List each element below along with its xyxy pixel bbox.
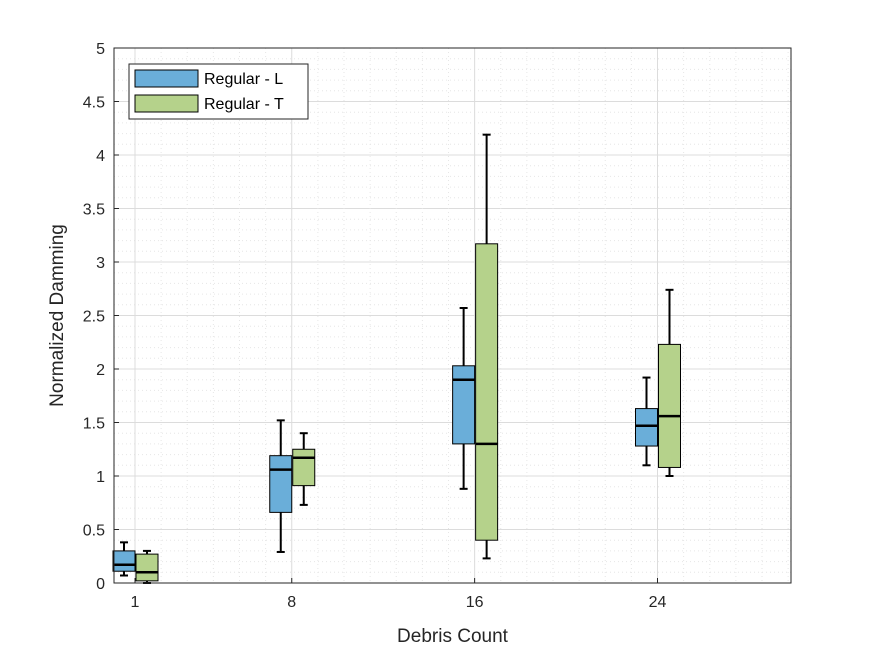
box-body	[658, 343, 681, 468]
y-tick-label: 2	[96, 362, 105, 379]
legend-swatch-regular-t	[134, 94, 199, 113]
box-body	[475, 243, 499, 541]
box-body	[292, 448, 316, 487]
x-tick-label: 8	[287, 594, 296, 611]
box-regular-l-24	[635, 376, 658, 467]
box-body	[135, 553, 159, 582]
box-regular-t-1	[135, 549, 159, 584]
y-axis-ticks: 0 0.5 1 1.5 2 2.5 3 3.5 4 4.5 5	[83, 41, 119, 593]
y-tick-label: 4	[96, 148, 105, 165]
box-body	[269, 455, 293, 513]
y-tick-label: 1	[96, 469, 105, 486]
box-regular-t-8	[292, 432, 316, 506]
legend-label-regular-l: Regular - L	[204, 71, 283, 88]
legend-label-regular-t: Regular - T	[204, 96, 284, 113]
plot-area-frame	[113, 47, 792, 584]
box-body	[452, 365, 476, 445]
box-regular-t-24	[658, 288, 681, 477]
box-regular-l-1	[112, 541, 136, 577]
x-axis-title: Debris Count	[397, 626, 509, 647]
y-tick-label: 0.5	[83, 523, 105, 540]
x-tick-label: 24	[649, 594, 667, 611]
y-tick-label: 3.5	[83, 202, 105, 219]
box-body	[635, 408, 658, 447]
box-body	[112, 550, 136, 572]
grid	[114, 47, 791, 584]
x-tick-label: 1	[131, 594, 140, 611]
x-axis-ticks: 1 8 16 24	[131, 578, 667, 611]
box-regular-l-16	[452, 307, 476, 490]
x-tick-label: 16	[466, 594, 484, 611]
y-axis-title: Normalized Damming	[47, 224, 68, 407]
y-tick-label: 4.5	[83, 95, 105, 112]
legend: Regular - L Regular - T	[128, 63, 309, 120]
boxplot-series	[112, 133, 681, 584]
box-regular-l-8	[269, 419, 293, 553]
box-regular-t-16	[475, 133, 499, 560]
y-tick-label: 1.5	[83, 416, 105, 433]
y-tick-label: 5	[96, 41, 105, 58]
y-tick-label: 2.5	[83, 309, 105, 326]
legend-swatch-regular-l	[134, 69, 199, 88]
y-tick-label: 0	[96, 576, 105, 593]
y-tick-label: 3	[96, 255, 105, 272]
